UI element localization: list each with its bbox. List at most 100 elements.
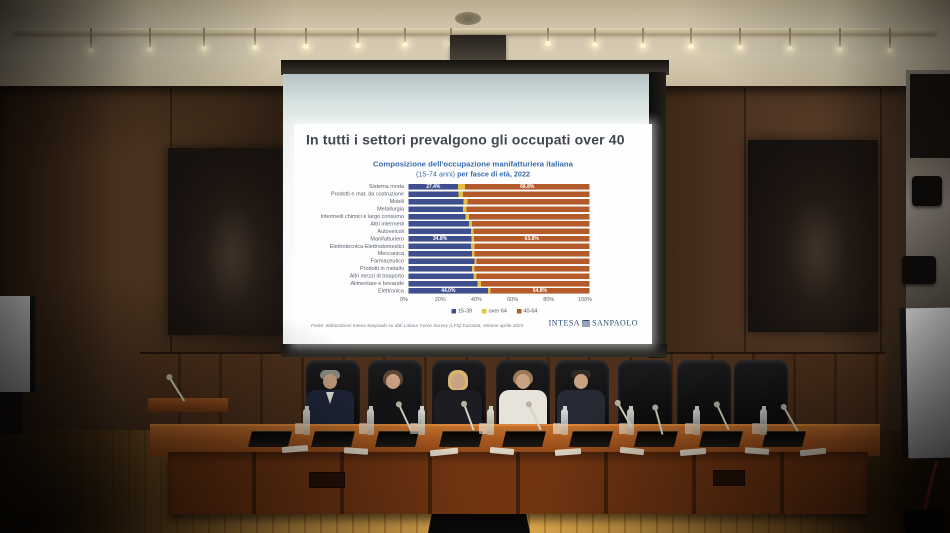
chart-bar-track bbox=[408, 191, 590, 197]
spotlight-stem bbox=[404, 28, 406, 42]
spotlight-bulb bbox=[201, 46, 207, 52]
person-torso bbox=[369, 390, 417, 426]
chart-row: Autoveicoli bbox=[308, 228, 590, 235]
spotlight bbox=[592, 28, 598, 48]
chart-bar-segment bbox=[473, 228, 590, 235]
water-bottle bbox=[693, 406, 700, 435]
bar-data-label: 27.4% bbox=[426, 183, 441, 190]
axis-tick-label: 80% bbox=[543, 296, 555, 303]
chart-bar-segment bbox=[408, 280, 478, 287]
chart-row: Altri intermedi bbox=[308, 220, 590, 227]
chart-bar-segment bbox=[467, 198, 590, 205]
chart-bar-track bbox=[408, 265, 590, 272]
legend-swatch bbox=[482, 308, 487, 314]
chart-category-label: Elettrotecnica-Elettrodomestici bbox=[329, 243, 404, 250]
chart-bar-segment: 34.8% bbox=[408, 236, 472, 242]
dark-relief-artwork-left bbox=[168, 148, 290, 335]
chart-category-label: Mobili bbox=[389, 198, 404, 205]
person-torso bbox=[499, 390, 547, 426]
bar-data-label: 44.0% bbox=[441, 288, 456, 294]
chart-bar-track bbox=[408, 206, 590, 212]
legend-label: 15-39 bbox=[458, 308, 473, 314]
chart-row: Alimentare e bevande bbox=[308, 280, 590, 287]
chart-bar-segment bbox=[471, 221, 590, 227]
projector-mount bbox=[450, 35, 506, 62]
spotlight-stem bbox=[357, 28, 359, 43]
ceiling-vent bbox=[455, 12, 481, 25]
legend-item: 15-39 bbox=[451, 308, 473, 314]
spotlight-bulb bbox=[355, 42, 361, 48]
chart-row: Metallurgia bbox=[308, 205, 590, 212]
chart-bar-track bbox=[408, 198, 590, 205]
water-bottle bbox=[367, 406, 374, 435]
chart-bar-track: 44.0% 54.8% bbox=[408, 288, 590, 294]
water-bottle bbox=[487, 406, 494, 435]
lectern-top bbox=[147, 398, 229, 412]
chart-category-label: Manifatturiero bbox=[370, 235, 404, 242]
recessed-desk-monitor bbox=[569, 431, 613, 447]
recessed-desk-monitor bbox=[248, 431, 292, 447]
spotlight-stem bbox=[149, 28, 151, 48]
chart-bar-segment bbox=[476, 258, 590, 264]
water-bottle bbox=[418, 406, 425, 435]
spotlight-bulb bbox=[252, 44, 258, 50]
chart-category-label: Prodotti e mat. da costruzione bbox=[330, 191, 404, 198]
chart-legend: 15-39 over 64 40-64 bbox=[404, 308, 585, 314]
wall-camera bbox=[912, 176, 942, 206]
spotlight-bulb bbox=[887, 48, 893, 54]
screen-bottom-bar bbox=[281, 344, 667, 357]
spotlight-bulb bbox=[737, 44, 743, 50]
chart-bar-segment bbox=[462, 191, 590, 197]
bar-data-label: 68.8% bbox=[520, 183, 535, 190]
spotlight bbox=[688, 28, 694, 50]
spotlight bbox=[147, 28, 153, 53]
chart-bar-segment bbox=[408, 221, 470, 227]
chart-bar-segment: 27.4% bbox=[408, 183, 459, 190]
wall-seam bbox=[744, 88, 746, 356]
axis-tick-label: 60% bbox=[507, 296, 519, 303]
chart-bar-segment bbox=[408, 258, 475, 264]
chart-bar-segment bbox=[408, 198, 464, 205]
chart-bar-track: 34.8% 63.8% bbox=[408, 236, 590, 242]
chart-category-label: Elettronica bbox=[378, 287, 404, 294]
chart-bar-segment bbox=[466, 206, 590, 212]
spotlight-stem bbox=[839, 28, 841, 48]
recessed-desk-monitor bbox=[502, 431, 546, 447]
chart-row: Altri mezzi di trasporto bbox=[308, 272, 590, 279]
spotlight-stem bbox=[203, 28, 205, 47]
chart-bar-segment bbox=[469, 213, 590, 220]
spotlight-stem bbox=[254, 28, 256, 45]
panelist-woman-white-jacket bbox=[495, 368, 551, 426]
chart-row: Elettronica 44.0% 54.8% bbox=[308, 287, 590, 294]
axis-tick-label: 40% bbox=[470, 296, 482, 303]
spotlight bbox=[737, 28, 743, 51]
chart-row: Elettrotecnica-Elettrodomestici bbox=[308, 243, 590, 250]
spotlight-bulb bbox=[787, 46, 793, 52]
bar-data-label: 34.8% bbox=[432, 236, 448, 242]
spotlight-bulb bbox=[402, 41, 408, 47]
camera-tripod-base bbox=[904, 510, 944, 533]
chart-bar-segment bbox=[474, 250, 590, 257]
spotlight bbox=[303, 28, 309, 50]
subtitle-bold-part: per fasce di età, 2022 bbox=[457, 170, 531, 179]
drinking-glass bbox=[619, 423, 627, 434]
axis-tick-label: 100% bbox=[577, 296, 593, 303]
spotlight bbox=[787, 28, 793, 52]
spotlight bbox=[837, 28, 843, 53]
chart-bar-track bbox=[408, 280, 590, 287]
bar-data-label: 63.8% bbox=[524, 236, 539, 242]
panelist-woman-blonde-black-top bbox=[430, 368, 486, 426]
recessed-desk-monitor bbox=[762, 431, 806, 447]
slide-subtitle: Composizione dell'occupazione manifattur… bbox=[294, 160, 652, 179]
chart-row: Intermedi chimici e largo consumo bbox=[308, 213, 590, 220]
chart-row: Prodotti e mat. da costruzione bbox=[308, 190, 590, 198]
chart-bar-track bbox=[408, 221, 590, 227]
chart-bar-segment bbox=[474, 243, 590, 250]
projector-screen-casing bbox=[281, 60, 669, 75]
chart-bar-track bbox=[408, 213, 590, 220]
person-face bbox=[516, 374, 530, 389]
chart-category-label: Alimentare e bevande bbox=[350, 280, 404, 287]
chart-row: Prodotti in metallo bbox=[308, 265, 590, 272]
recessed-desk-monitor bbox=[439, 431, 483, 447]
